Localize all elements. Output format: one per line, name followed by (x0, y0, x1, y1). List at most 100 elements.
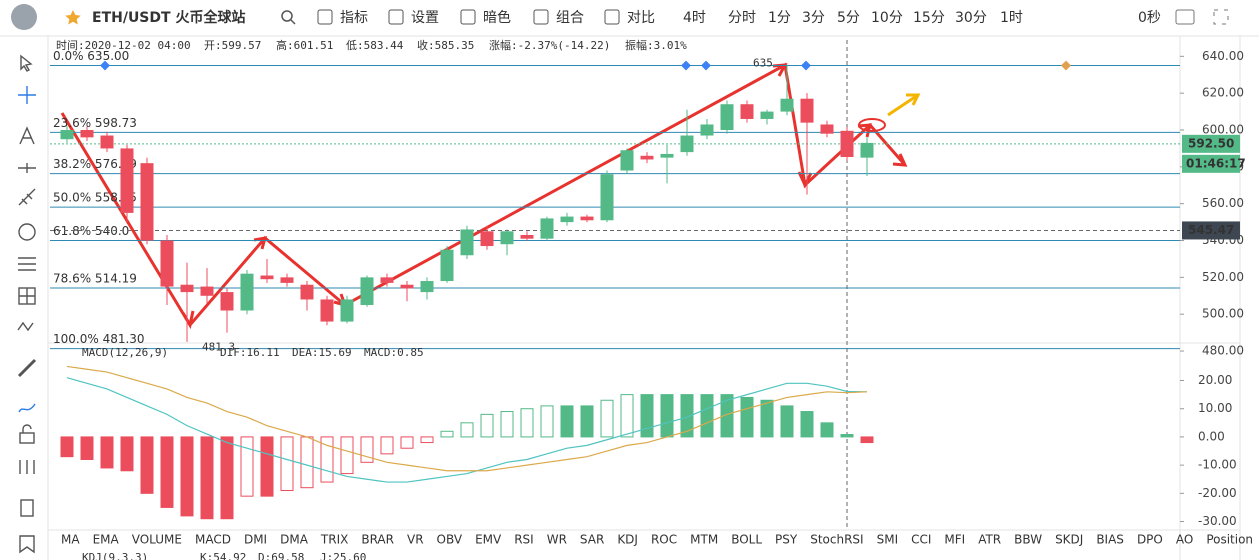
tool-icon[interactable] (388, 9, 404, 25)
candle-body (100, 135, 114, 149)
indicator-tab[interactable]: MTM (690, 533, 718, 547)
interval-button[interactable]: 1分 (768, 10, 791, 26)
indicator-tab[interactable]: BRAR (361, 533, 394, 547)
interval-button[interactable]: 4时 (683, 10, 706, 26)
indicator-tab[interactable]: SAR (580, 533, 604, 547)
candle-body (600, 174, 614, 221)
alert-marker[interactable] (701, 60, 711, 71)
indicator-legend: DEA:15.69 (292, 346, 352, 359)
tool-icon[interactable] (533, 9, 549, 25)
indicator-tab[interactable]: MFI (944, 533, 965, 547)
tool-button[interactable]: 对比 (627, 10, 655, 26)
indicator-tab[interactable]: Position (1206, 533, 1253, 547)
macd-bar (600, 399, 614, 438)
interval-button[interactable]: 分时 (728, 10, 756, 26)
crosshair-badge (1182, 221, 1240, 240)
indicator-tab[interactable]: VR (407, 533, 424, 547)
tool-button[interactable]: 组合 (556, 10, 584, 26)
alert-marker[interactable] (801, 60, 811, 71)
y-tick-label: 500.00 (1202, 307, 1244, 321)
y-tick-label: 620.00 (1202, 86, 1244, 100)
side-tools[interactable] (17, 54, 37, 554)
indicator-tab[interactable]: PSY (775, 533, 798, 547)
macd-bar (280, 436, 294, 492)
macd-bar (760, 399, 774, 438)
indicator-tab[interactable]: DPO (1137, 533, 1163, 547)
interval-button[interactable]: 30分 (955, 10, 987, 26)
alert-marker[interactable] (1061, 60, 1071, 71)
candle-body (780, 98, 794, 112)
tool-button[interactable]: 指标 (340, 10, 368, 26)
interval-button[interactable]: 3分 (802, 10, 825, 26)
candle-body (280, 277, 294, 283)
macd-bar (720, 394, 734, 438)
indicator-tab[interactable]: CCI (911, 533, 931, 547)
tool-button[interactable]: 设置 (411, 10, 439, 26)
indicator-tab[interactable]: EMA (93, 533, 120, 547)
candle-body (340, 299, 354, 322)
tool-icon[interactable] (460, 9, 476, 25)
logo[interactable] (11, 4, 37, 30)
macd-bar (620, 394, 634, 438)
interval-button[interactable]: 1时 (1000, 10, 1023, 26)
macd-bar (160, 436, 174, 508)
indicator-tab[interactable]: MA (61, 533, 80, 547)
indicator-tab[interactable]: StochRSI (810, 533, 863, 547)
indicator-tab[interactable]: OBV (437, 533, 463, 547)
indicator-tab[interactable]: MACD (195, 533, 231, 547)
candle-body (560, 216, 574, 223)
indicator-tab[interactable]: BBW (1014, 533, 1042, 547)
macd-bar (240, 436, 254, 497)
candle-body (760, 111, 774, 119)
favorite-star[interactable] (65, 10, 81, 25)
macd-bar (800, 411, 814, 438)
interval-button[interactable]: 15分 (913, 10, 945, 26)
indicator-legend: DIF:16.11 (220, 346, 280, 359)
indicator-tab[interactable]: SKDJ (1055, 533, 1083, 547)
indicator-tab[interactable]: ROC (651, 533, 677, 547)
indicator-tab[interactable]: ATR (978, 533, 1001, 547)
indicator-tab[interactable]: EMV (475, 533, 502, 547)
indicator-tab[interactable]: SMI (877, 533, 899, 547)
tool-icon[interactable] (317, 9, 333, 25)
screenshot-icon[interactable] (1175, 9, 1195, 25)
y-tick-label: 0.00 (1198, 429, 1225, 443)
indicator-tab[interactable]: WR (547, 533, 567, 547)
indicator-tab[interactable]: DMA (280, 533, 309, 547)
tool-button[interactable]: 暗色 (483, 9, 511, 26)
info-item: 低:583.44 (346, 39, 404, 52)
tool-icon[interactable] (604, 9, 620, 25)
macd-bar (580, 405, 594, 438)
indicator-tab[interactable]: RSI (514, 533, 534, 547)
indicator-tab[interactable]: AO (1176, 533, 1193, 547)
alert-marker[interactable] (100, 60, 110, 71)
search-icon[interactable] (281, 10, 296, 25)
indicator-tab[interactable]: VOLUME (132, 533, 182, 547)
indicator-title: MACD(12,26,9) (82, 346, 168, 359)
alert-marker[interactable] (681, 60, 691, 71)
macd-bar (140, 436, 154, 494)
interval-button[interactable]: 10分 (871, 10, 903, 26)
macd-line (66, 377, 868, 483)
fullscreen-icon[interactable] (1213, 9, 1229, 25)
indicator-tab[interactable]: KDJ (617, 533, 638, 547)
indicator-tab[interactable]: DMI (244, 533, 267, 547)
indicator-tab[interactable]: BIAS (1096, 533, 1124, 547)
indicator-tab[interactable]: BOLL (731, 533, 762, 547)
macd-bar (520, 408, 534, 438)
symbol[interactable]: ETH/USDT 火币全球站 (92, 9, 245, 26)
macd-bar (300, 436, 314, 489)
countdown: 0秒 (1138, 10, 1161, 26)
indicator-tab[interactable]: TRIX (320, 533, 348, 547)
y-tick-label: 10.00 (1198, 401, 1232, 415)
countdown-label: 01:46:17 (1186, 156, 1246, 170)
annotation: 481.3 (202, 341, 235, 354)
fib-label: 23.6% 598.73 (53, 116, 137, 130)
kdj-legend: D:69.58 (258, 551, 304, 560)
interval-button[interactable]: 5分 (837, 10, 860, 26)
macd-bar (380, 436, 394, 455)
macd-bar (260, 436, 274, 497)
macd-bar (400, 436, 414, 449)
candle-body (800, 98, 814, 123)
